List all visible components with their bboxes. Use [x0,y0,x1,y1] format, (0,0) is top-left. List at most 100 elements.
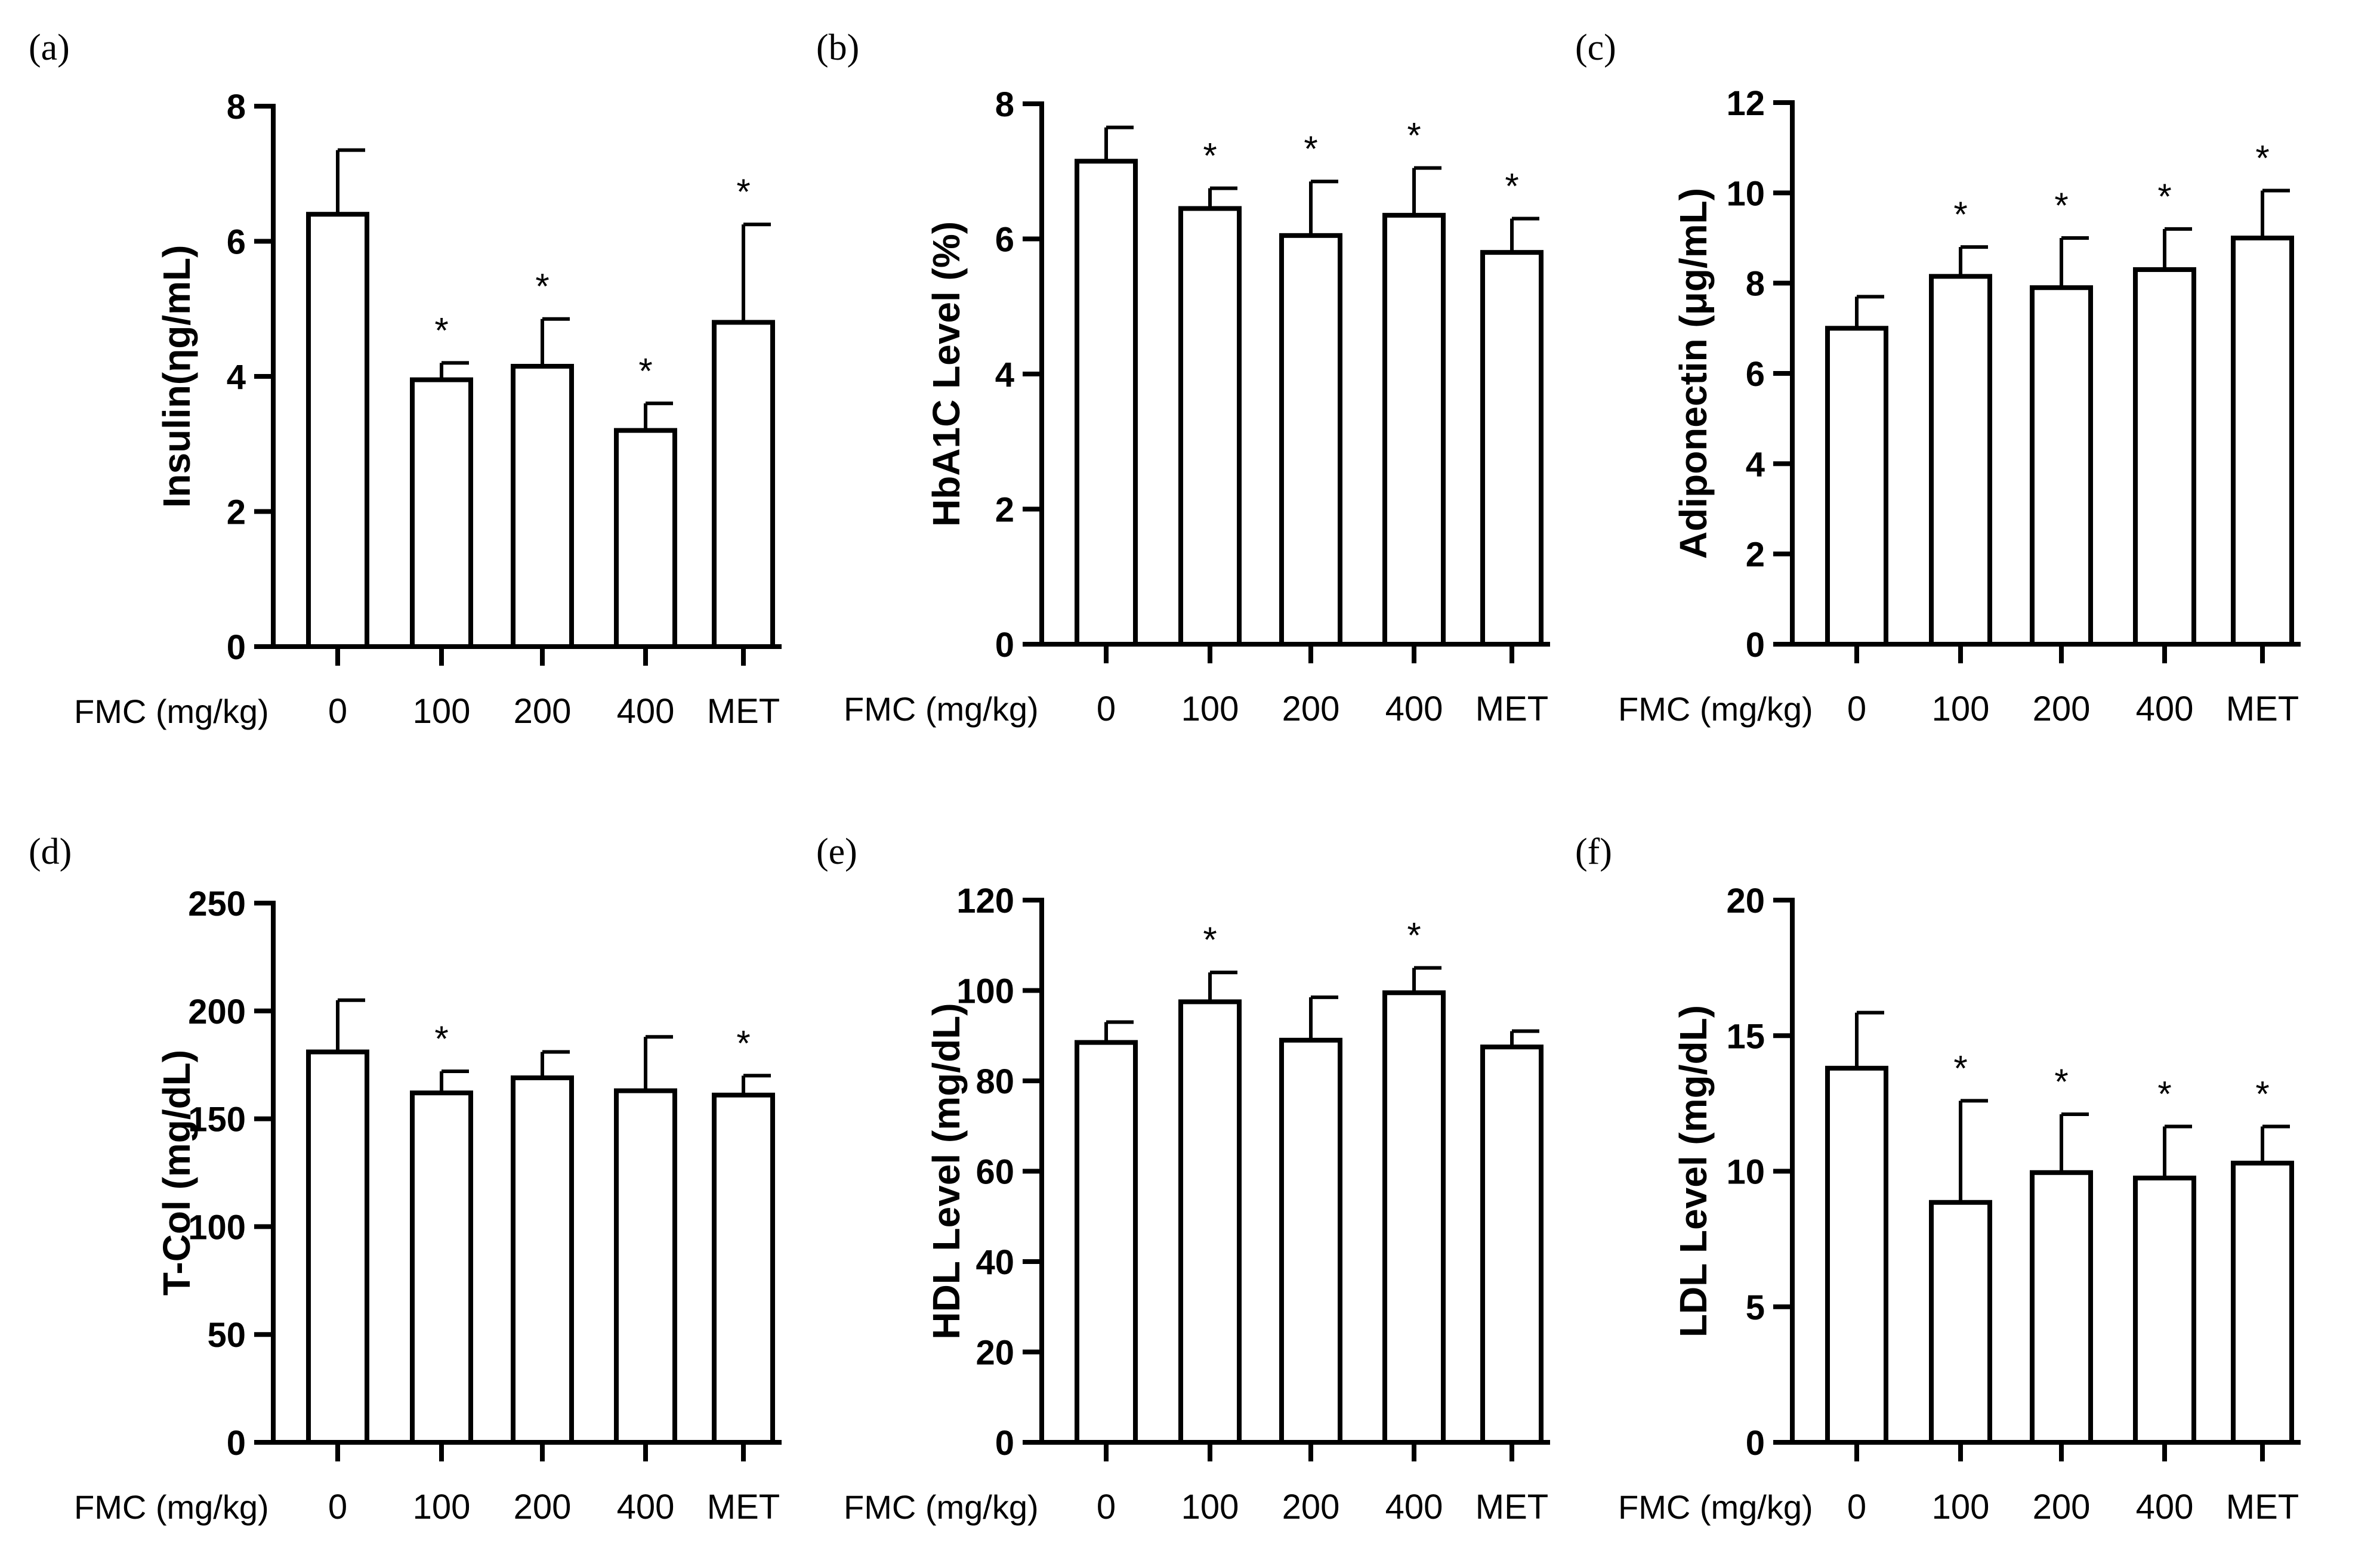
x-tick-label: MET [1475,690,1548,728]
bar [1480,250,1544,647]
significance-star: * [434,1019,448,1059]
significance-star: * [1505,166,1518,206]
x-tick-label: 0 [1097,1488,1116,1526]
chart-panel-6: (f) 0 5 10 15 20 LDL Level (mg/dL) FMC (mg/kg) 0… [1575,832,2301,1526]
x-axis-label: FMC (mg/kg) [844,1488,1039,1526]
significance-star: * [1203,920,1217,960]
significance-star: * [638,351,652,391]
x-tick-label: 100 [1932,690,1990,728]
significance-star: * [1953,1048,1967,1088]
significance-star: * [2054,1062,2068,1102]
y-tick-label: 0 [1746,626,1765,664]
x-tick-label: 400 [617,692,675,731]
y-tick-label: 10 [1726,174,1765,213]
y-tick-label: 200 [188,993,246,1031]
x-tick-label: 200 [514,1488,572,1526]
y-axis-label: Adiponectin (μg/mL) [1672,188,1715,559]
y-tick-label: 0 [995,626,1014,664]
bar [1825,1065,1888,1445]
x-tick-label: 400 [2136,690,2194,728]
chart-panel-5: (e) 0 20 40 60 80 100 120 HDL Level (mg/dL) FMC (… [816,832,1550,1526]
bar [2133,1175,2196,1445]
x-tick-label: 0 [1847,1488,1866,1526]
y-tick-label: 0 [227,628,246,667]
bar [1075,159,1138,647]
x-axis-label: FMC (mg/kg) [74,693,269,730]
bar [712,1092,775,1445]
y-tick-label: 250 [188,885,246,923]
bar [1929,1200,1992,1445]
y-tick-label: 8 [1746,265,1765,304]
significance-star: * [535,267,549,307]
panel-letter: (d) [29,832,72,872]
chart-panel-1: (a) 0 2 4 6 8 Insulin(ηg/mL) FMC (mg/kg) 0 100 * 20… [29,27,782,731]
y-tick-label: 20 [976,1334,1014,1373]
bar [1382,990,1446,1445]
y-tick-label: 10 [1726,1153,1765,1192]
significance-star: * [1407,116,1421,156]
x-tick-label: MET [707,692,780,731]
y-tick-label: 80 [976,1062,1014,1101]
x-tick-label: 0 [328,1488,347,1526]
chart-panel-4: (d) 0 50 100 150 200 250 T-Col (mg/dL) FMC (mg/k… [29,832,782,1526]
y-tick-label: 100 [956,972,1014,1011]
y-tick-label: 60 [976,1153,1014,1192]
y-tick-label: 120 [956,882,1014,920]
x-tick-label: 200 [1282,690,1340,728]
bar [1929,274,1992,647]
x-tick-label: 100 [1181,690,1239,728]
panel-letter: (e) [816,832,857,872]
bar [410,1090,473,1445]
y-tick-label: 8 [995,85,1014,124]
x-tick-label: 0 [328,692,347,731]
bar [2231,236,2294,647]
y-tick-label: 8 [227,88,246,126]
y-tick-label: 0 [227,1424,246,1463]
bar [1480,1044,1544,1445]
bar [1279,1037,1342,1445]
y-tick-label: 2 [1746,536,1765,574]
x-tick-label: MET [707,1488,780,1526]
bar [410,377,473,649]
x-tick-label: 0 [1847,690,1866,728]
y-tick-label: 6 [995,221,1014,259]
x-tick-label: 400 [1385,1488,1443,1526]
x-tick-label: 100 [413,692,471,731]
significance-star: * [2054,186,2068,225]
bar [2030,1170,2093,1445]
y-tick-label: 2 [227,493,246,532]
bar [1075,1040,1138,1445]
chart-panel-3: (c) 0 2 4 6 8 10 12 Adiponectin (μg/mL) FMC (mg/k… [1575,27,2301,728]
bar [2133,267,2196,647]
bar [1178,206,1242,647]
y-axis-label: LDL Level (mg/dL) [1672,1005,1715,1337]
x-tick-label: MET [2226,1488,2299,1526]
x-tick-label: 200 [514,692,572,731]
x-tick-label: 400 [617,1488,675,1526]
y-tick-label: 15 [1726,1017,1765,1056]
bar [511,1075,574,1445]
y-axis-label: Insulin(ηg/mL) [155,245,198,508]
bar [2231,1160,2294,1445]
x-axis-label: FMC (mg/kg) [844,690,1039,728]
panel-letter: (a) [29,27,70,68]
panel-letter: (c) [1575,27,1616,68]
x-tick-label: 400 [2136,1488,2194,1526]
x-tick-label: 100 [1181,1488,1239,1526]
significance-star: * [1407,916,1421,956]
bar [614,428,677,649]
bar [1178,999,1242,1445]
y-tick-label: 150 [188,1101,246,1139]
y-axis-label: T-Col (mg/dL) [155,1050,198,1296]
x-axis-label: FMC (mg/kg) [74,1488,269,1526]
y-tick-label: 100 [188,1208,246,1247]
bar [306,1049,369,1445]
y-axis-label: HbA1C Level (%) [925,221,968,527]
y-tick-label: 12 [1726,84,1765,123]
panel-letter: (b) [816,27,859,68]
bar [511,364,574,649]
bar [712,320,775,649]
significance-star: * [434,310,448,350]
x-tick-label: 400 [1385,690,1443,728]
